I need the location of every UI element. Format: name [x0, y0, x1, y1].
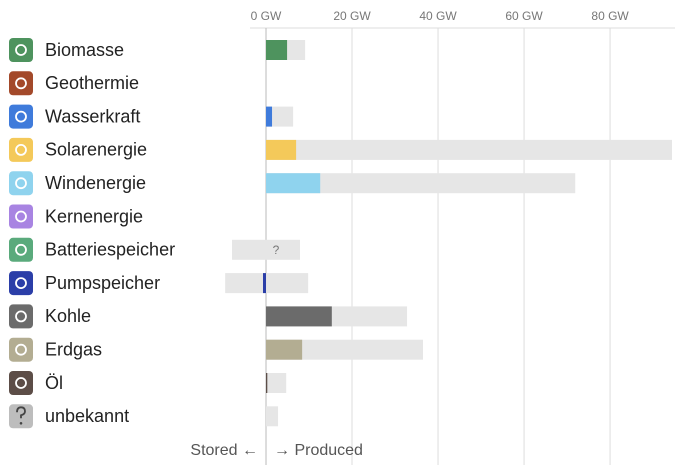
source-icon: [9, 104, 33, 129]
icon-glyph: [15, 110, 27, 123]
source-icon: [9, 137, 33, 162]
category-label: Wasserkraft: [45, 106, 140, 126]
bar: [266, 306, 332, 327]
icon-glyph: [15, 77, 27, 90]
bar: [266, 139, 672, 160]
source-icon: [9, 371, 33, 395]
footer-stored: Stored ←: [190, 442, 258, 459]
x-tick-label: 60 GW: [505, 9, 543, 23]
category-label: unbekannt: [45, 406, 129, 426]
category-label: Öl: [45, 373, 63, 393]
category-label: Erdgas: [45, 339, 102, 359]
category-label: Batteriespeicher: [45, 240, 175, 260]
icon-glyph: [15, 277, 27, 290]
source-icon: [9, 171, 33, 196]
bar: [266, 106, 294, 127]
category-label: Solarenergie: [45, 140, 147, 160]
icon-glyph: [16, 406, 26, 419]
x-tick-label: 0 GW: [251, 9, 282, 23]
bar: [266, 239, 300, 260]
bar: [266, 139, 297, 160]
icon-glyph: [15, 377, 27, 389]
bar: [266, 373, 268, 393]
source-icon: [9, 304, 33, 329]
icon-glyph: [15, 343, 27, 356]
bar: [262, 273, 267, 294]
bar: [232, 239, 267, 260]
source-icon: [9, 271, 33, 296]
bar: [266, 273, 309, 294]
value-label: ?: [273, 243, 280, 257]
icon-glyph: [19, 422, 23, 425]
icon-glyph: [15, 310, 27, 323]
source-icon: [9, 237, 33, 262]
icon-glyph: [15, 177, 27, 190]
category-label: Windenergie: [45, 173, 146, 193]
category-label: Kohle: [45, 306, 91, 326]
icon-glyph: [15, 243, 27, 256]
bar: [266, 173, 321, 194]
bar: [266, 406, 279, 427]
category-label: Kernenergie: [45, 206, 143, 226]
x-tick-label: 40 GW: [419, 9, 457, 23]
category-label: Pumpspeicher: [45, 273, 160, 293]
x-tick-label: 80 GW: [591, 9, 629, 23]
bar: [266, 106, 273, 127]
category-label: Biomasse: [45, 40, 124, 60]
bar: [266, 173, 576, 194]
source-icon: [9, 71, 33, 96]
x-tick-label: 20 GW: [333, 9, 371, 23]
bar: [266, 40, 288, 60]
icon-glyph: [15, 143, 27, 156]
source-icon: [9, 38, 33, 62]
source-icon: [9, 337, 33, 362]
icon-glyph: [15, 210, 27, 223]
category-label: Geothermie: [45, 73, 139, 93]
bar: [225, 273, 267, 294]
bar: [266, 373, 287, 393]
footer-produced: → Produced: [274, 442, 363, 459]
bar: [266, 339, 303, 360]
bar: [266, 339, 423, 360]
source-icon: [9, 204, 33, 229]
icon-glyph: [15, 44, 27, 56]
